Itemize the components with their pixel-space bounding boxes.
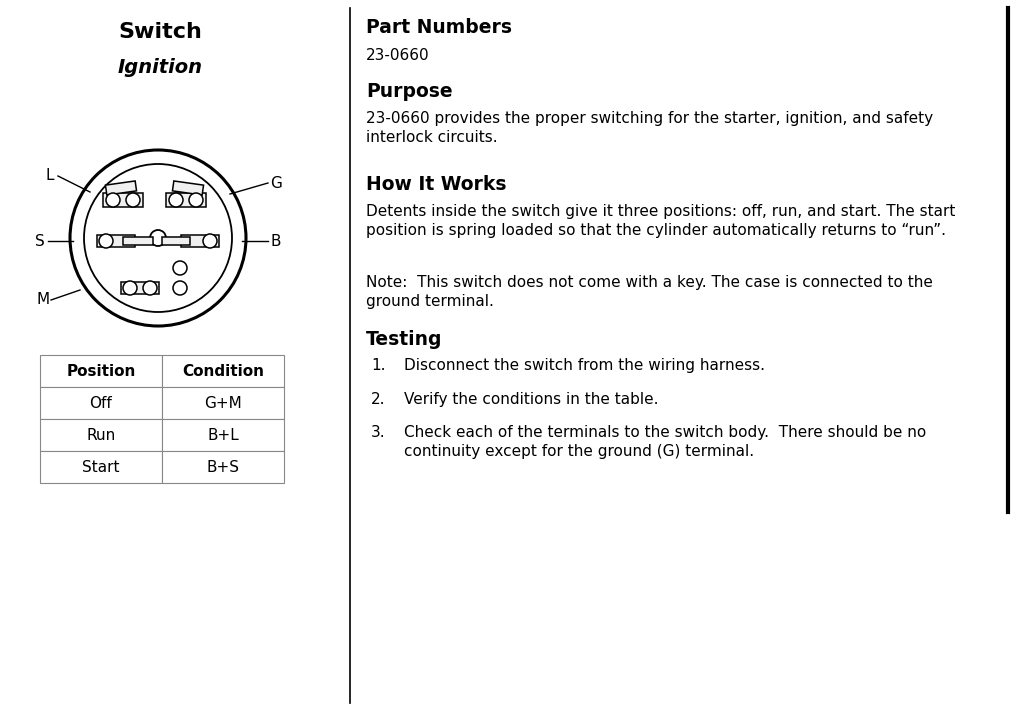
Bar bbox=[162, 387, 284, 419]
Circle shape bbox=[143, 281, 157, 295]
Circle shape bbox=[169, 193, 183, 207]
Circle shape bbox=[126, 193, 140, 207]
Bar bbox=[162, 237, 190, 245]
Text: Ignition: Ignition bbox=[118, 58, 202, 77]
Text: Purpose: Purpose bbox=[366, 82, 453, 101]
Text: Check each of the terminals to the switch body.  There should be no
continuity e: Check each of the terminals to the switc… bbox=[404, 425, 926, 459]
Circle shape bbox=[99, 234, 113, 248]
Text: G+M: G+M bbox=[204, 395, 242, 410]
Text: Testing: Testing bbox=[366, 330, 442, 349]
Circle shape bbox=[189, 193, 203, 207]
Text: B+S: B+S bbox=[206, 459, 239, 474]
Bar bbox=[40, 451, 162, 483]
Circle shape bbox=[173, 281, 187, 295]
Text: Position: Position bbox=[66, 363, 135, 378]
Bar bbox=[121, 282, 159, 294]
Text: Condition: Condition bbox=[182, 363, 264, 378]
Text: Switch: Switch bbox=[118, 22, 202, 42]
Text: Part Numbers: Part Numbers bbox=[366, 18, 512, 37]
Text: 1.: 1. bbox=[371, 358, 385, 373]
Bar bbox=[166, 193, 206, 207]
Bar bbox=[103, 193, 143, 207]
Circle shape bbox=[123, 281, 137, 295]
Text: L: L bbox=[46, 169, 54, 183]
Text: Detents inside the switch give it three positions: off, run, and start. The star: Detents inside the switch give it three … bbox=[366, 204, 955, 238]
Bar bbox=[162, 451, 284, 483]
Bar bbox=[123, 237, 153, 245]
Text: 2.: 2. bbox=[371, 392, 385, 407]
Text: Verify the conditions in the table.: Verify the conditions in the table. bbox=[404, 392, 658, 407]
Bar bbox=[40, 419, 162, 451]
Text: Note:  This switch does not come with a key. The case is connected to the
ground: Note: This switch does not come with a k… bbox=[366, 275, 933, 309]
Text: Run: Run bbox=[86, 427, 116, 442]
Text: 23-0660 provides the proper switching for the starter, ignition, and safety
inte: 23-0660 provides the proper switching fo… bbox=[366, 111, 934, 145]
Bar bbox=[181, 235, 219, 247]
Circle shape bbox=[203, 234, 217, 248]
Text: 3.: 3. bbox=[371, 425, 385, 440]
Bar bbox=[40, 355, 162, 387]
Bar bbox=[97, 235, 135, 247]
Text: B+L: B+L bbox=[207, 427, 239, 442]
Text: B: B bbox=[271, 233, 282, 249]
Bar bbox=[106, 181, 136, 195]
Text: M: M bbox=[37, 292, 50, 307]
Circle shape bbox=[106, 193, 120, 207]
Circle shape bbox=[173, 261, 187, 275]
Text: 23-0660: 23-0660 bbox=[366, 48, 429, 63]
Bar bbox=[162, 419, 284, 451]
Text: Off: Off bbox=[89, 395, 112, 410]
Circle shape bbox=[149, 230, 166, 246]
Text: G: G bbox=[271, 176, 282, 191]
Bar bbox=[40, 387, 162, 419]
Bar bbox=[162, 355, 284, 387]
Text: Disconnect the switch from the wiring harness.: Disconnect the switch from the wiring ha… bbox=[404, 358, 765, 373]
Text: Start: Start bbox=[82, 459, 120, 474]
Text: S: S bbox=[36, 233, 45, 249]
Bar bbox=[173, 181, 203, 195]
Text: How It Works: How It Works bbox=[366, 175, 506, 194]
